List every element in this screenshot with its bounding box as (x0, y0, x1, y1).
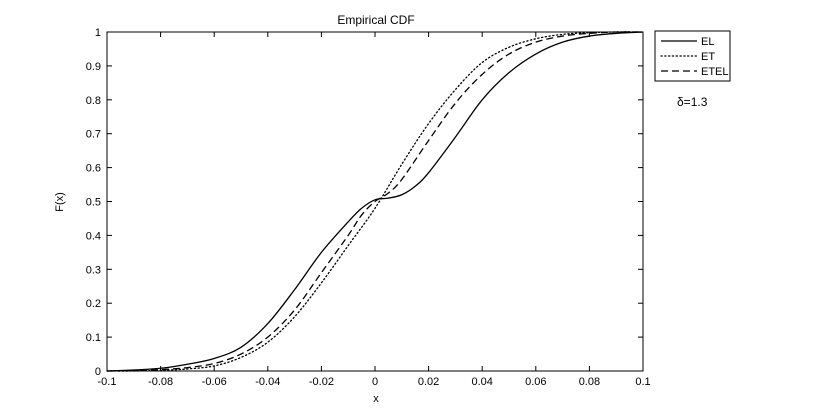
legend-label-et: ET (701, 51, 715, 63)
x-tick-label: 0.06 (525, 376, 546, 388)
plot-area: -0.1 -0.08 -0.06 -0.04 -0.02 0 0.02 0.04 0.06 0.0… (86, 27, 651, 388)
x-tick-label: 0.02 (418, 376, 439, 388)
x-tick-label: 0.04 (471, 376, 492, 388)
delta-annotation: δ=1.3 (677, 95, 708, 109)
y-tick-label: 0.7 (86, 129, 101, 141)
x-tick-label: 0.1 (635, 376, 650, 388)
x-tick-label: -0.04 (255, 376, 280, 388)
y-axis-label: F(x) (54, 192, 66, 212)
x-tick-label: 0.08 (579, 376, 600, 388)
series-line-et (106, 31, 644, 372)
x-tick-label: -0.06 (202, 376, 227, 388)
y-tick-label: 0.4 (86, 230, 101, 242)
series-line-etel (106, 31, 644, 372)
y-tick-label: 0.6 (86, 163, 101, 175)
y-tick-label: 0 (95, 366, 101, 378)
x-axis-label: x (373, 393, 379, 405)
series-lines (106, 31, 644, 372)
y-tick-label: 0.3 (86, 264, 101, 276)
y-tick-label: 0.9 (86, 61, 101, 73)
y-tick-label: 0.1 (86, 332, 101, 344)
chart-title: Empirical CDF (337, 13, 414, 27)
x-tick-label: -0.1 (98, 376, 117, 388)
legend-label-el: EL (701, 36, 714, 48)
y-tick-label: 0.5 (86, 197, 101, 209)
y-tick-label: 1 (95, 27, 101, 39)
x-tick-label: -0.02 (309, 376, 334, 388)
x-tick-label: 0 (372, 376, 378, 388)
y-tick-label: 0.2 (86, 298, 101, 310)
x-axis-ticks: -0.1 -0.08 -0.06 -0.04 -0.02 0 0.02 0.04 0.06 0.0… (98, 32, 651, 388)
legend: EL ET ETEL (654, 30, 731, 82)
y-tick-label: 0.8 (86, 95, 101, 107)
legend-label-etel: ETEL (701, 66, 729, 78)
x-tick-label: -0.08 (148, 376, 173, 388)
y-axis-ticks: 0 0.1 0.2 0.3 0.4 0.5 0.6 0.7 0.8 0.9 1 (86, 27, 643, 378)
